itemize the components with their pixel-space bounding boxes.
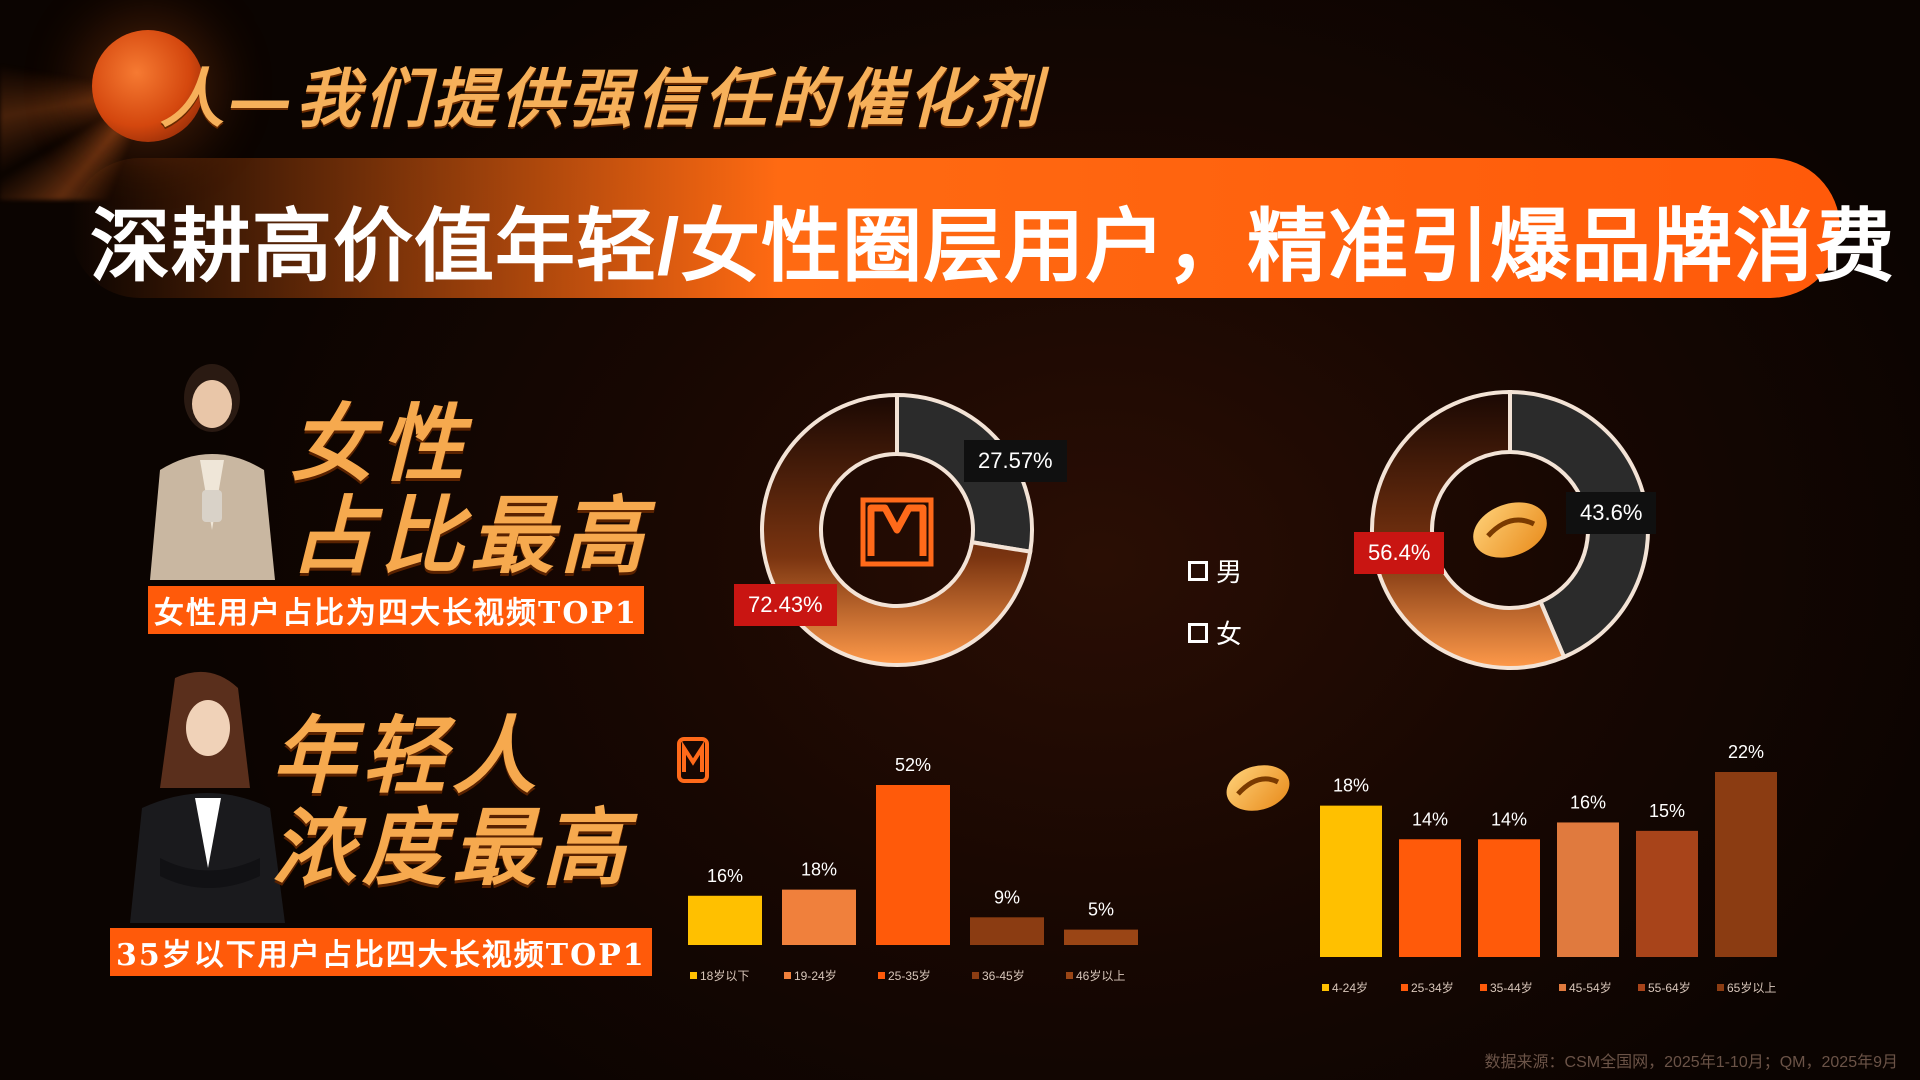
category-label: 36-45岁	[982, 968, 1025, 983]
category-legend-swatch	[690, 972, 697, 979]
bar-value-label: 16%	[1570, 792, 1606, 812]
category-legend-swatch	[1638, 984, 1645, 991]
bar-value-label: 15%	[1649, 801, 1685, 821]
bar-value-label: 9%	[994, 887, 1020, 907]
young-woman-photo	[130, 671, 285, 923]
donut2-label-male: 43.6%	[1566, 492, 1657, 534]
bar-value-label: 14%	[1491, 809, 1527, 829]
legend-male-swatch	[1188, 560, 1208, 581]
bar-35-44岁	[1478, 839, 1540, 957]
bar-25-34岁	[1399, 839, 1461, 957]
legend-female-swatch	[1188, 622, 1208, 643]
legend-male-label: 男	[1216, 557, 1243, 587]
donut-chart-mango-gender	[1370, 389, 1650, 670]
category-label: 46岁以上	[1076, 968, 1125, 983]
category-label: 4-24岁	[1332, 980, 1368, 995]
mgtv-icon	[860, 497, 934, 567]
data-source-footnote: 数据来源：CSM全国网，2025年1-10月；QM，2025年9月	[1484, 1054, 1898, 1071]
donut-slice-male	[1508, 389, 1650, 660]
section-subtitle: 人—我们提供强信任的催化剂	[160, 62, 1044, 137]
category-label: 65岁以上	[1727, 980, 1776, 995]
bar-value-label: 22%	[1728, 742, 1764, 762]
category-legend-swatch	[1401, 984, 1408, 991]
mango-logo-icon	[1226, 765, 1290, 811]
young-top1-tag: 35岁以下用户占比四大长视频TOP1	[110, 928, 652, 976]
legend-female: 女	[1188, 614, 1242, 651]
category-legend-swatch	[784, 972, 791, 979]
bar-19-24岁	[782, 889, 856, 945]
bar-value-label: 18%	[801, 860, 837, 880]
category-label: 45-54岁	[1569, 980, 1612, 995]
mango-logo-icon	[1473, 502, 1547, 558]
bar-chart-mgtv-age: 16% 18岁以下 18% 19-24岁 52% 25-35岁 9% 36-45岁 5% 46岁以…	[688, 755, 1138, 983]
female-heading-line1: 女性	[290, 394, 471, 493]
young-heading-line2: 浓度最高	[272, 798, 633, 897]
category-label: 25-34岁	[1411, 980, 1454, 995]
category-label: 25-35岁	[888, 968, 931, 983]
bar-chart-mango-age: 18% 4-24岁 14% 25-34岁 14% 35-44岁 16% 45-54岁 15% 55…	[1320, 742, 1777, 995]
donut-slice-female	[1370, 389, 1567, 670]
category-legend-swatch	[1559, 984, 1566, 991]
bar-55-64岁	[1636, 830, 1698, 957]
donut-chart-mgtv-gender	[760, 392, 1034, 667]
female-top1-tag: 女性用户占比为四大长视频TOP1	[148, 586, 644, 634]
bar-46岁以上	[1064, 929, 1138, 945]
businesswoman-photo	[150, 364, 275, 580]
category-label: 55-64岁	[1648, 980, 1691, 995]
sun-decoration	[92, 30, 204, 142]
page-title: 深耕高价值年轻/女性圈层用户，精准引爆品牌消费	[90, 202, 1896, 291]
bar-value-label: 5%	[1088, 900, 1114, 920]
category-legend-swatch	[1322, 984, 1329, 991]
donut1-label-female: 72.43%	[734, 584, 837, 626]
young-heading-line1: 年轻人	[272, 706, 543, 805]
bar-value-label: 18%	[1333, 776, 1369, 796]
title-banner	[70, 158, 1840, 298]
category-legend-swatch	[1480, 984, 1487, 991]
bar-value-label: 52%	[895, 755, 931, 775]
bar-45-54岁	[1557, 822, 1619, 957]
category-legend-swatch	[878, 972, 885, 979]
legend-female-label: 女	[1216, 619, 1243, 649]
bar-36-45岁	[970, 917, 1044, 945]
bar-25-35岁	[876, 785, 950, 945]
category-label: 19-24岁	[794, 968, 837, 983]
donut1-label-male: 27.57%	[964, 440, 1067, 482]
category-label: 35-44岁	[1490, 980, 1533, 995]
category-legend-swatch	[1717, 984, 1724, 991]
legend-male: 男	[1188, 552, 1242, 589]
bar-value-label: 16%	[707, 866, 743, 886]
donut2-label-female: 56.4%	[1354, 532, 1445, 574]
bar-65岁以上	[1715, 772, 1777, 957]
female-heading-line2: 占比最高	[290, 486, 651, 585]
bar-value-label: 14%	[1412, 809, 1448, 829]
category-legend-swatch	[1066, 972, 1073, 979]
category-label: 18岁以下	[700, 968, 749, 983]
mgtv-icon	[677, 737, 709, 783]
bar-4-24岁	[1320, 805, 1382, 957]
bar-18岁以下	[688, 895, 762, 945]
category-legend-swatch	[972, 972, 979, 979]
